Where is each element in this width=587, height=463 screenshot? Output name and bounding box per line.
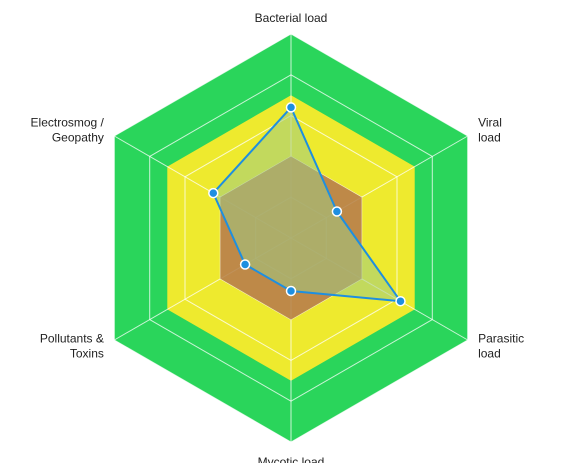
series-1-point-5[interactable]	[208, 187, 219, 199]
axis-label-2-line-0: Parasitic	[478, 332, 524, 346]
series-1-point-1[interactable]	[331, 206, 343, 217]
axis-label-1: Viral load	[478, 116, 502, 145]
axis-label-4-line-1: Toxins	[70, 347, 104, 361]
axis-label-5-line-0: Electrosmog /	[31, 116, 105, 130]
axis-label-1-line-1: load	[478, 131, 501, 145]
series-1-point-3[interactable]	[285, 285, 297, 297]
axis-label-5: Electrosmog / Geopathy	[31, 116, 105, 145]
axis-label-3: Mycotic load	[258, 455, 325, 463]
axis-label-2: Parasitic load	[478, 332, 524, 361]
axis-label-4-line-0: Pollutants &	[40, 332, 104, 346]
radar-series	[208, 102, 406, 320]
axis-label-4: Pollutants & Toxins	[40, 332, 104, 361]
axis-label-1-line-0: Viral	[478, 116, 502, 130]
axis-label-3-line-0: Mycotic load	[258, 455, 325, 463]
series-1-point-2[interactable]	[395, 295, 406, 307]
series-1-point-0[interactable]	[285, 102, 297, 113]
axis-label-5-line-1: Geopathy	[52, 131, 104, 145]
axis-label-2-line-1: load	[478, 347, 501, 361]
axis-label-0-line-0: Bacterial load	[255, 11, 328, 25]
series-1-point-4[interactable]	[239, 259, 251, 270]
axis-label-0: Bacterial load	[255, 11, 328, 25]
